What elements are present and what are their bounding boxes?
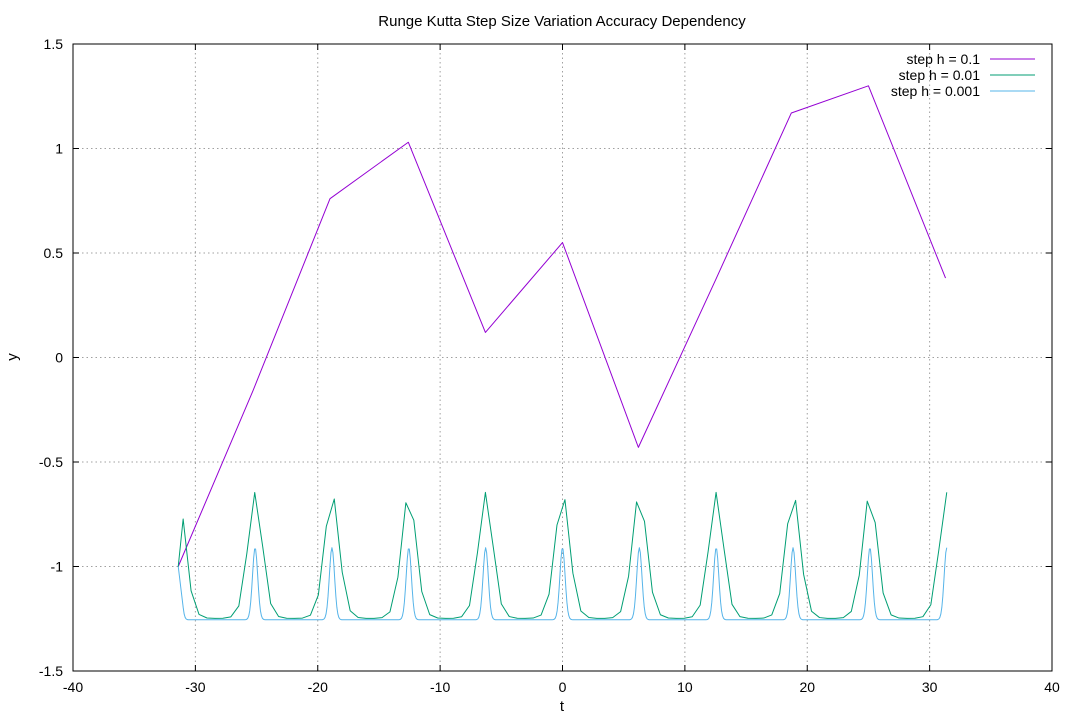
y-tick-label: -1 <box>51 559 64 575</box>
series-line-3 <box>177 547 948 621</box>
x-tick-label: -40 <box>63 679 83 695</box>
y-tick-label: 1.5 <box>44 36 64 52</box>
axis-ticks: -40 -30 -20 -10 0 10 20 30 40 -1.5 -1 -0.5 0 0.5 1 1.5 <box>39 36 1060 695</box>
y-axis-title: y <box>4 353 21 361</box>
y-tick-label: 0.5 <box>44 245 64 261</box>
x-tick-label: 30 <box>922 679 938 695</box>
plot-border <box>72 43 1053 672</box>
y-tick-label: 1 <box>55 141 63 157</box>
x-tick-label: -30 <box>185 679 205 695</box>
x-tick-label: -10 <box>430 679 450 695</box>
x-tick-label: 40 <box>1044 679 1060 695</box>
x-tick-label: 10 <box>677 679 693 695</box>
grid-lines <box>73 44 1052 671</box>
y-tick-label: 0 <box>55 350 63 366</box>
series-lines <box>177 85 948 621</box>
legend-label-2: step h = 0.01 <box>899 67 981 83</box>
series-line-1 <box>177 85 946 567</box>
plot-frame <box>72 43 1053 672</box>
chart-title: Runge Kutta Step Size Variation Accuracy… <box>378 13 746 30</box>
y-tick-label: -1.5 <box>39 663 63 679</box>
x-tick-label: 20 <box>799 679 815 695</box>
x-axis-title: t <box>560 698 565 715</box>
y-tick-label: -0.5 <box>39 454 63 470</box>
series-line-2 <box>177 491 948 619</box>
x-tick-label: 0 <box>559 679 567 695</box>
x-tick-label: -20 <box>308 679 328 695</box>
legend-label-3: step h = 0.001 <box>891 83 980 99</box>
legend-label-1: step h = 0.1 <box>906 51 980 67</box>
